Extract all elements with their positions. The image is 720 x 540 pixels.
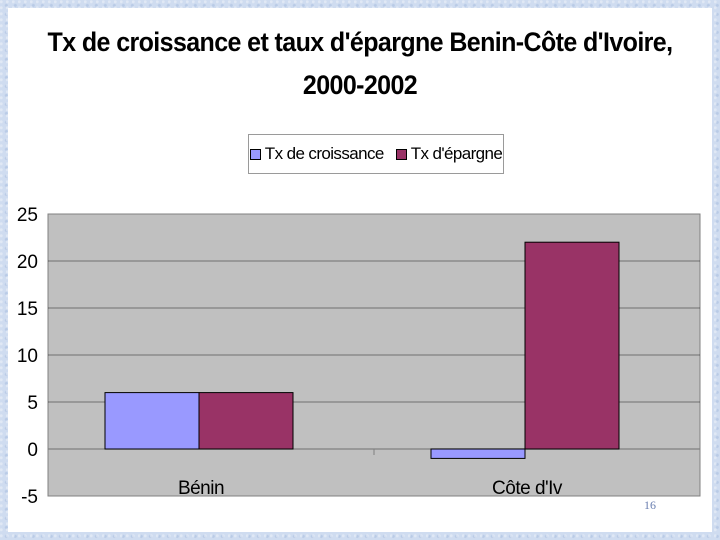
y-tick-label-2: 5 — [27, 393, 38, 414]
legend-swatch-growth — [249, 148, 261, 160]
bar-savings-1 — [524, 241, 620, 450]
y-tick-label-4: 15 — [17, 299, 38, 320]
bar-growth-1 — [430, 448, 526, 459]
legend-item-growth: Tx de croissance — [249, 144, 385, 164]
chart-legend: Tx de croissance Tx d'épargne — [248, 134, 504, 174]
y-tick-label-1: 0 — [27, 440, 38, 461]
x-tick-label-0: Bénin — [178, 478, 224, 499]
bar-savings-0 — [198, 392, 294, 450]
x-tick-label-1: Côte d'Iv — [492, 478, 563, 499]
chart-title: Tx de croissance et taux d'épargne Benin… — [0, 21, 720, 107]
legend-swatch-savings — [395, 148, 407, 160]
y-tick-label-0: -5 — [21, 487, 38, 508]
legend-item-savings: Tx d'épargne — [395, 144, 503, 164]
chart-title-line-1: Tx de croissance et taux d'épargne Benin… — [47, 27, 674, 58]
y-tick-label-5: 20 — [17, 252, 38, 273]
y-tick-label-3: 10 — [17, 346, 38, 367]
bar-growth-0 — [104, 392, 200, 450]
chart-title-line-2: 2000-2002 — [302, 70, 418, 101]
legend-label-savings: Tx d'épargne — [410, 144, 503, 163]
y-tick-label-6: 25 — [17, 205, 38, 226]
legend-label-growth: Tx de croissance — [264, 144, 385, 163]
slide-number: 16 — [644, 498, 656, 512]
